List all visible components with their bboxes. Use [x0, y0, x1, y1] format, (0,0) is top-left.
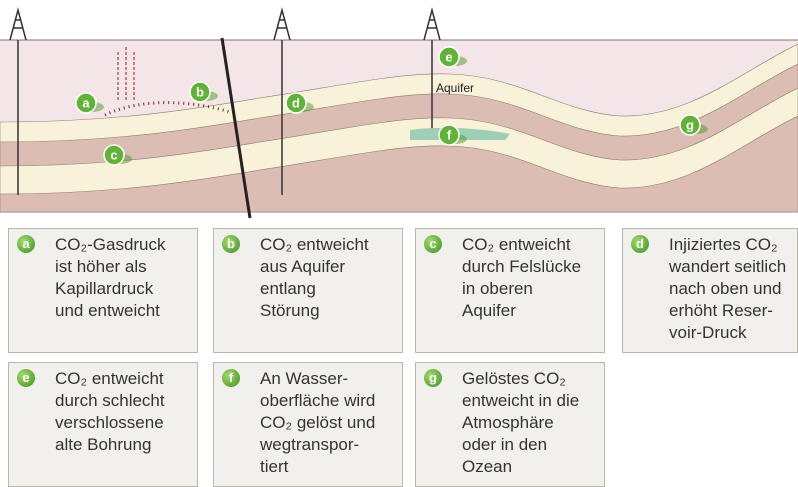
box-letter: a — [17, 235, 35, 253]
text-line: Kapillardruck — [55, 278, 166, 300]
box-letter: e — [17, 369, 35, 387]
text-line: CO₂ entweicht — [260, 234, 369, 256]
text-line: nach oben und — [669, 278, 786, 300]
text-line: Aquifer — [462, 300, 581, 322]
page: Aquiferabcdefg (() => { const data = JSO… — [0, 0, 798, 483]
text-line: Gelöstes CO₂ — [462, 368, 579, 390]
text-line: entweicht in die — [462, 390, 579, 412]
text-line: in oberen — [462, 278, 581, 300]
text-line: durch Felslücke — [462, 256, 581, 278]
text-line: durch schlecht — [55, 390, 165, 412]
text-line: ist höher als — [55, 256, 166, 278]
text-line: An Wasser- — [260, 368, 375, 390]
marker-letter: f — [447, 128, 452, 143]
text-line: Atmosphäre — [462, 412, 579, 434]
marker-letter: e — [445, 50, 452, 65]
text-line: oder in den — [462, 434, 579, 456]
text-line: wandert seitlich — [669, 256, 786, 278]
marker-letter: b — [196, 85, 204, 100]
box-letter: c — [424, 235, 442, 253]
box-letter: b — [222, 235, 240, 253]
text-line: CO₂-Gasdruck — [55, 234, 166, 256]
text-line: CO₂ entweicht — [55, 368, 165, 390]
text-line: CO₂ entweicht — [462, 234, 581, 256]
text-line: entlang — [260, 278, 369, 300]
text-line: tiert — [260, 456, 375, 478]
text-line: verschlossene — [55, 412, 165, 434]
text-line: und entweicht — [55, 300, 166, 322]
marker-letter: c — [110, 148, 117, 163]
box-letter: d — [631, 235, 649, 253]
text-line: erhöht Reser- — [669, 300, 786, 322]
text-line: oberfläche wird — [260, 390, 375, 412]
marker-letter: g — [686, 118, 694, 133]
text-line: aus Aquifer — [260, 256, 369, 278]
text-line: voir-Druck — [669, 322, 786, 344]
text-line: wegtranspor- — [260, 434, 375, 456]
aquifer-label: Aquifer — [436, 81, 474, 95]
marker-letter: d — [292, 96, 300, 111]
marker-letter: a — [82, 96, 90, 111]
text-line: Ozean — [462, 456, 579, 478]
text-line: CO₂ gelöst und — [260, 412, 375, 434]
text-line: alte Bohrung — [55, 434, 165, 456]
box-letter: f — [222, 369, 240, 387]
text-line: Injiziertes CO₂ — [669, 234, 786, 256]
text-line: Störung — [260, 300, 369, 322]
cross-section: Aquifer a b c d e f g — [0, 0, 798, 220]
box-letter: g — [424, 369, 442, 387]
